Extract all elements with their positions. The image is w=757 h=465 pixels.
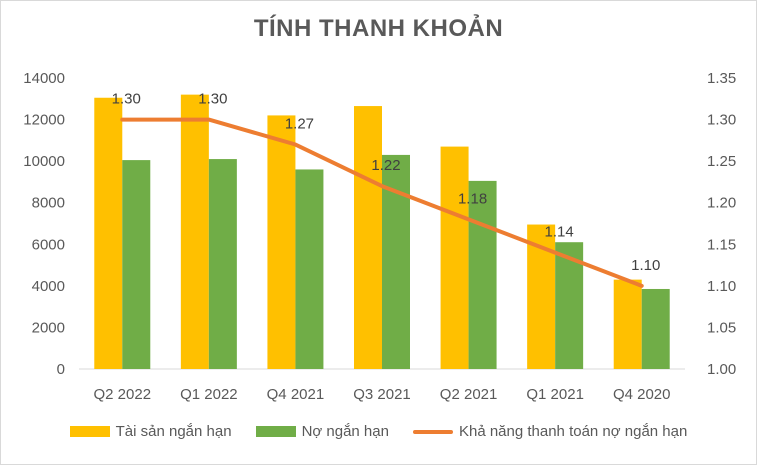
data-label-current-ratio: 1.18 <box>458 190 487 207</box>
y-right-tick-label: 1.15 <box>707 236 736 253</box>
bar-current-liabilities <box>122 160 151 369</box>
y-right-tick-label: 1.05 <box>707 319 736 336</box>
y-left-tick-label: 0 <box>57 361 65 378</box>
legend: Tài sản ngắn hạn Nợ ngắn hạn Khả năng th… <box>1 423 756 440</box>
data-label-current-ratio: 1.22 <box>371 157 400 174</box>
y-left-tick-label: 8000 <box>32 195 65 212</box>
data-label-current-ratio: 1.14 <box>545 224 574 241</box>
legend-item-current-ratio: Khả năng thanh toán nợ ngắn hạn <box>412 423 688 440</box>
bar-current-assets <box>267 115 296 370</box>
bar-current-liabilities <box>208 159 237 369</box>
y-right-tick-label: 1.30 <box>707 112 736 129</box>
y-left-tick-label: 2000 <box>32 319 65 336</box>
bar-current-assets <box>440 146 469 369</box>
y-left-tick-label: 4000 <box>32 278 65 295</box>
bar-current-liabilities <box>641 288 670 369</box>
bar-current-assets <box>354 106 382 369</box>
data-label-current-ratio: 1.10 <box>631 257 660 274</box>
legend-swatch-current-assets <box>69 426 110 437</box>
chart-title: TÍNH THANH KHOẢN <box>253 15 504 42</box>
x-tick-label: Q1 2022 <box>180 386 238 403</box>
x-tick-label: Q3 2021 <box>353 386 411 403</box>
x-tick-label: Q2 2021 <box>440 386 498 403</box>
y-left-tick-label: 14000 <box>23 70 65 87</box>
data-label-current-ratio: 1.30 <box>112 91 141 108</box>
bar-current-liabilities <box>468 180 497 369</box>
legend-item-current-assets: Tài sản ngắn hạn <box>69 423 232 440</box>
y-left-tick-label: 10000 <box>23 153 65 170</box>
bar-current-assets <box>180 94 209 369</box>
y-right-tick-label: 1.20 <box>707 195 736 212</box>
line-current-ratio <box>120 117 644 288</box>
data-label-current-ratio: 1.30 <box>198 91 227 108</box>
bar-current-liabilities <box>295 169 324 369</box>
legend-label-current-liabilities: Nợ ngắn hạn <box>301 423 389 440</box>
x-tick-label: Q4 2021 <box>267 386 325 403</box>
y-right-tick-label: 1.00 <box>707 361 736 378</box>
x-tick-label: Q1 2021 <box>526 386 584 403</box>
bar-current-assets <box>613 279 642 369</box>
x-tick-label: Q2 2022 <box>94 386 152 403</box>
legend-swatch-current-liabilities <box>255 426 296 437</box>
legend-label-current-ratio: Khả năng thanh toán nợ ngắn hạn <box>458 423 688 440</box>
y-right-tick-label: 1.10 <box>707 278 736 295</box>
y-right-tick-label: 1.25 <box>707 153 736 170</box>
legend-swatch-current-ratio <box>412 429 453 434</box>
bar-current-assets <box>94 97 123 369</box>
legend-item-current-liabilities: Nợ ngắn hạn <box>255 423 389 440</box>
data-label-current-ratio: 1.27 <box>285 116 314 133</box>
y-right-tick-label: 1.35 <box>707 70 736 87</box>
x-tick-label: Q4 2020 <box>613 386 671 403</box>
y-left-tick-label: 12000 <box>23 112 65 129</box>
legend-label-current-assets: Tài sản ngắn hạn <box>115 423 232 440</box>
y-left-tick-label: 6000 <box>32 236 65 253</box>
